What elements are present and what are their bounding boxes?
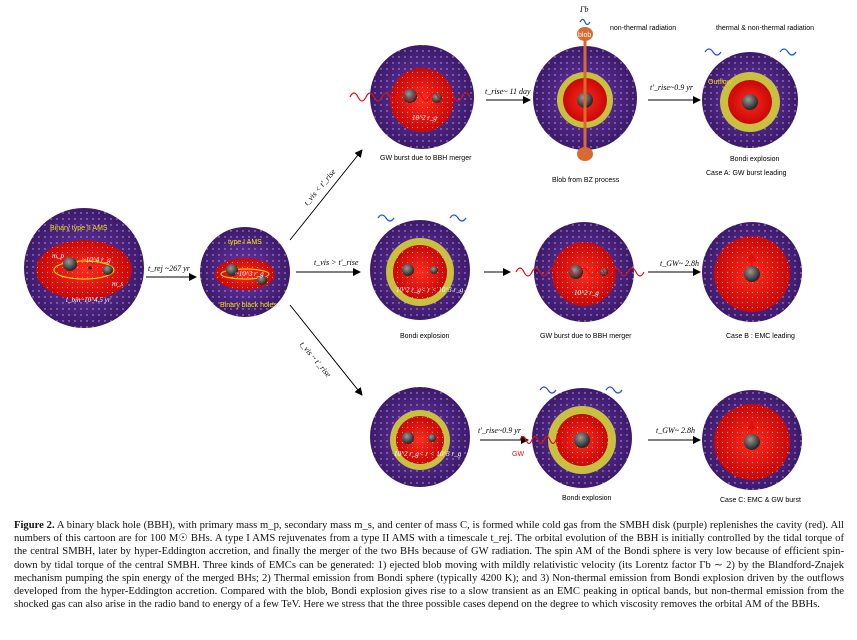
cond-mid-label: t_vis > t'_rise	[314, 258, 359, 267]
case-b-label: Case B : EMC leading	[726, 333, 795, 340]
arrow-case-a	[289, 149, 363, 241]
case-b-sphere	[702, 222, 802, 322]
blob-bz-label: Blob from BZ process	[552, 177, 620, 184]
ms-label: m_s	[112, 280, 124, 288]
bondi-explosion-a-label: Bondi explosion	[730, 156, 780, 163]
r-range-label: 10^2 r_g< r < 10^3 r_g	[396, 286, 464, 294]
t-rej-label: t_rej ~267 yr	[148, 264, 191, 273]
gw-merger-top-sphere: 10^2 r_g	[349, 45, 474, 149]
tbin-label: t_bin~10^4.5 yr	[66, 296, 111, 304]
figure-caption: Figure 2. A binary black hole (BBH), wit…	[14, 519, 844, 611]
radius-1e4-label: ~10^4 r_g	[82, 256, 111, 264]
nonthermal-label: non-thermal radiation	[610, 25, 676, 32]
radius-1e3-label: ~10^3 r_g	[235, 270, 264, 278]
binary-ams-label: Binary type II AMS	[50, 225, 108, 232]
t-gw-b-label: t_GW~ 2.8h	[660, 259, 699, 268]
bondi-explosion-mid-label: Bondi explosion	[400, 333, 450, 340]
type1-ams-sphere: type I AMS ~10^3 r_g Binary black holes	[200, 227, 290, 317]
bondi-explosion-a-sphere: Outflow	[702, 48, 798, 148]
binary-type2-ams-sphere: Binary type II AMS ~10^4 r_g m_s m_p t_b…	[24, 208, 144, 328]
type1-ams-label: type I AMS	[228, 239, 262, 246]
gw-label: GW	[512, 451, 524, 458]
gw-merger-top-label: GW burst due to BBH merger	[380, 155, 472, 162]
blob-sphere: blob	[533, 18, 637, 161]
case-c-end-sphere	[702, 390, 802, 490]
t-rise-11-label: t_rise~ 11 day	[485, 87, 531, 96]
r-range-c-label: 10^2 r_g< r < 10^3 r_g	[394, 450, 462, 458]
bondi-explosion-mid-sphere: 10^2 r_g< r < 10^3 r_g	[370, 214, 470, 320]
t-rise-09-c-label: t'_rise~0.9 yr	[478, 426, 522, 435]
caption-text: A binary black hole (BBH), with primary …	[14, 520, 844, 611]
figure-diagram: Binary type II AMS ~10^4 r_g m_s m_p t_b…	[24, 5, 814, 504]
binary-bh-label: Binary black holes	[220, 302, 277, 309]
gw-merger-mid-sphere: 10^2 r_g	[515, 222, 645, 322]
bondi-explosion-c-label: Bondi explosion	[562, 495, 612, 502]
r-1e2-mid-label: 10^2 r_g	[574, 289, 599, 297]
t-rise-09-a-label: t'_rise~0.9 yr	[650, 83, 694, 92]
case-c-start-sphere: 10^2 r_g< r < 10^3 r_g	[370, 387, 470, 487]
r-1e2-label: 10^2 r_g	[412, 114, 437, 122]
arrow-case-c	[289, 304, 363, 396]
cond-bot-label: t_vis ~ t'_rise	[298, 340, 333, 379]
thermal-nonthermal-label: thermal & non-thermal radiation	[716, 25, 814, 32]
mp-label: m_p	[52, 252, 65, 260]
case-c-bondi-sphere	[519, 386, 632, 488]
outflow-label: Outflow	[708, 79, 733, 86]
caption-label: Figure 2.	[14, 520, 55, 531]
case-c-label: Case C: EMC & GW burst	[720, 497, 801, 504]
case-a-label: Case A: GW burst leading	[706, 170, 787, 177]
gamma-b-label: Γb	[579, 5, 589, 14]
blob-label: blob	[578, 32, 591, 39]
gw-merger-mid-label: GW burst due to BBH merger	[540, 333, 632, 340]
t-gw-c-label: t_GW~ 2.8h	[656, 426, 695, 435]
